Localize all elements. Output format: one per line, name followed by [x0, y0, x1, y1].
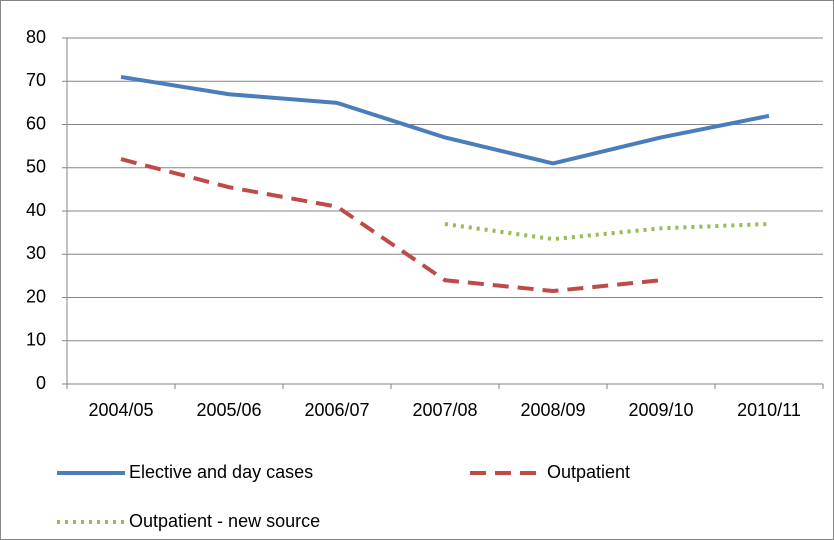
y-tick-label: 30 [26, 243, 46, 263]
x-tick-label: 2006/07 [304, 400, 369, 420]
y-tick-label: 80 [26, 27, 46, 47]
legend-label: Outpatient [547, 462, 630, 482]
legend-label: Outpatient - new source [129, 511, 320, 531]
series-line [120, 74, 770, 166]
legend-label: Elective and day cases [129, 462, 313, 482]
y-tick-label: 10 [26, 330, 46, 350]
y-tick-label: 60 [26, 113, 46, 133]
y-tick-label: 50 [26, 157, 46, 177]
x-tick-label: 2007/08 [412, 400, 477, 420]
x-tick-label: 2004/05 [88, 400, 153, 420]
y-tick-label: 70 [26, 70, 46, 90]
series-line [120, 157, 662, 294]
y-tick-label: 20 [26, 286, 46, 306]
x-tick-label: 2005/06 [196, 400, 261, 420]
x-tick-label: 2008/09 [520, 400, 585, 420]
y-tick-label: 0 [36, 373, 46, 393]
x-tick-label: 2010/11 [737, 400, 801, 420]
y-tick-label: 40 [26, 200, 46, 220]
x-tick-label: 2009/10 [628, 400, 693, 420]
